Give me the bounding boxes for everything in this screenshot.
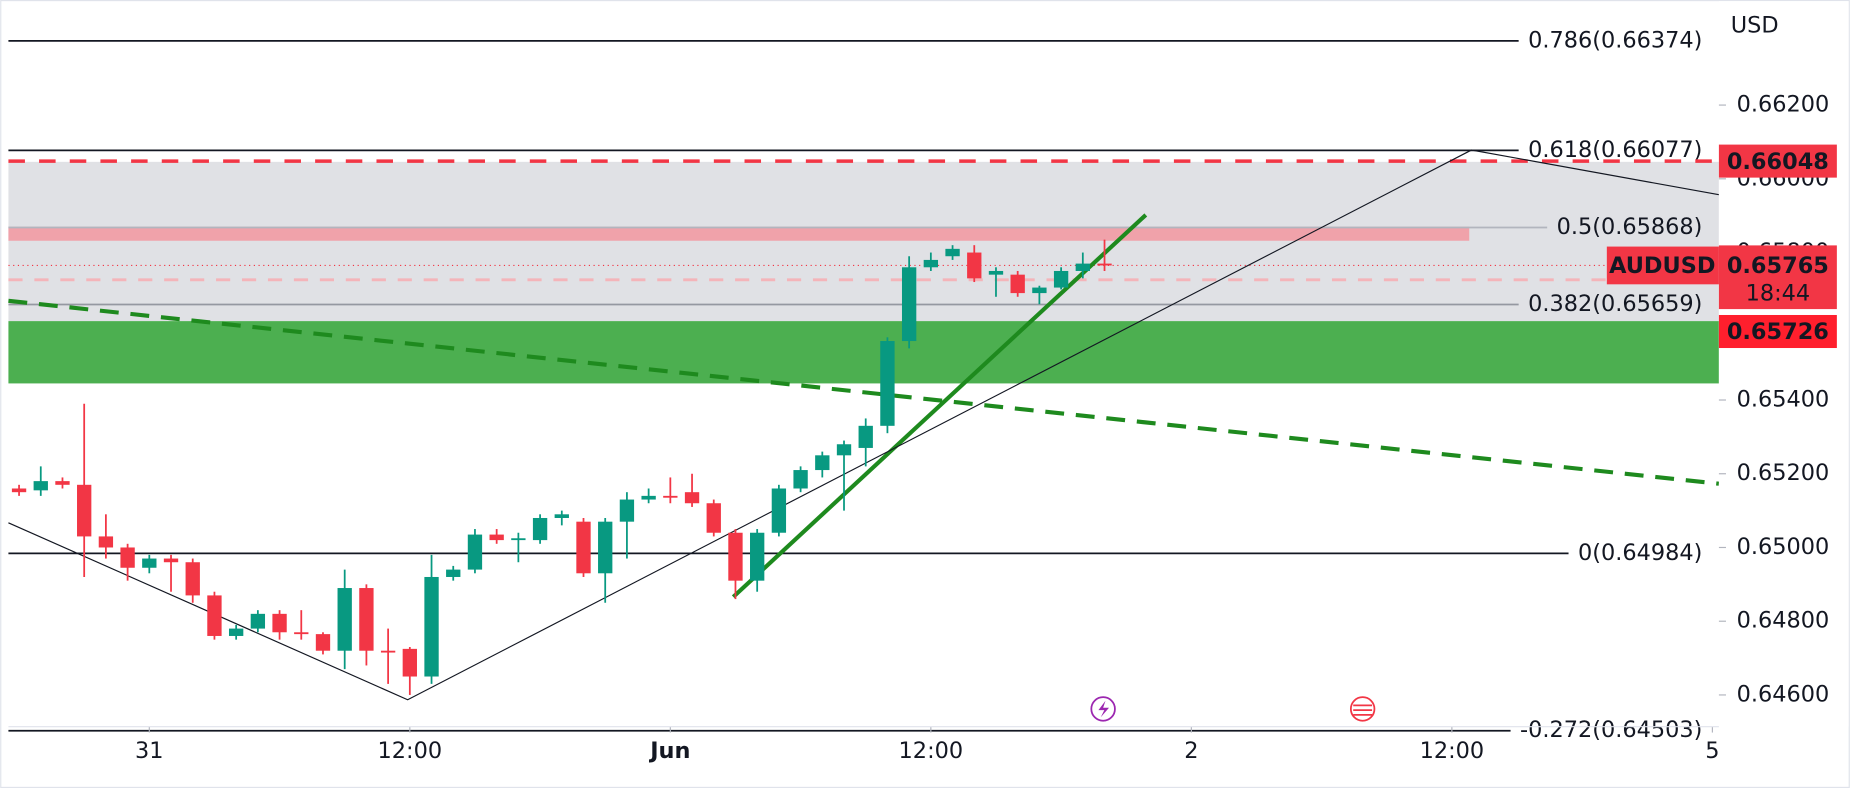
candle-body — [815, 455, 830, 471]
candle-body — [923, 259, 939, 268]
candle-body — [1053, 270, 1069, 288]
fib-label: 0.618(0.66077) — [1528, 137, 1702, 163]
candle-body — [706, 503, 721, 533]
candle-body — [771, 488, 787, 533]
countdown-label: 18:44 — [1746, 280, 1811, 306]
x-tick-label: 31 — [135, 738, 164, 764]
last-price-label: 0.65765 — [1727, 253, 1829, 279]
candle-body — [467, 534, 483, 570]
candle-body — [185, 562, 200, 596]
fib-label: -0.272(0.64503) — [1520, 717, 1702, 743]
candle-body — [684, 492, 700, 504]
candle-body — [380, 650, 396, 653]
y-tick-label: 0.65400 — [1737, 387, 1830, 413]
candle-body — [315, 634, 331, 651]
candle-body — [33, 481, 48, 491]
zone — [8, 321, 1719, 384]
candle-body — [1010, 274, 1025, 294]
zone — [8, 226, 1470, 241]
flag-stripes — [1353, 704, 1373, 716]
y-tick-label: 0.64600 — [1737, 681, 1830, 707]
candle-body — [98, 536, 114, 548]
candle-body — [511, 538, 526, 541]
last-price-bg — [1718, 245, 1837, 310]
event-icon-flag[interactable] — [1349, 696, 1376, 722]
candle-body — [576, 521, 591, 574]
price-label: 0.66048 — [1727, 149, 1829, 175]
fib-label: 0(0.64984) — [1578, 540, 1702, 566]
candle-body — [55, 481, 70, 485]
x-tick-label: 12:00 — [1420, 738, 1485, 764]
price-label-bg — [1718, 314, 1837, 349]
candle-body — [793, 470, 808, 489]
candle-body — [858, 425, 873, 448]
candle-body — [207, 595, 222, 636]
x-tick-label: Jun — [648, 738, 690, 764]
candle-body — [945, 248, 960, 257]
y-tick-label: 0.65000 — [1737, 534, 1830, 560]
fib-label: 0.786(0.66374) — [1528, 27, 1702, 53]
candle-body — [142, 558, 157, 568]
event-icon-bolt — [1098, 700, 1110, 718]
trendline — [731, 213, 1148, 599]
symbol-label: AUDUSD — [1609, 253, 1715, 279]
candle-body — [163, 558, 179, 563]
candle-body — [446, 569, 461, 577]
y-tick-label: 0.66200 — [1737, 92, 1830, 118]
x-tick-label: 12:00 — [899, 738, 964, 764]
fib-label: 0.5(0.65868) — [1557, 214, 1703, 240]
price-label-bg — [1718, 144, 1837, 178]
candle-body — [1032, 287, 1047, 294]
zone — [8, 161, 1719, 322]
candle-body — [598, 521, 613, 574]
candle-body — [402, 648, 417, 677]
y-tick-label: 0.65200 — [1737, 460, 1830, 486]
price-axis-bg — [1718, 1, 1849, 727]
candle-body — [554, 514, 569, 518]
candle-body — [641, 495, 656, 500]
trendline — [8, 298, 1720, 486]
candle-body — [120, 547, 135, 568]
candle-body — [836, 444, 852, 456]
candle-body — [663, 495, 678, 498]
x-tick-label: 12:00 — [378, 738, 443, 764]
x-tick-label: 2 — [1184, 738, 1198, 764]
candle-body — [1097, 263, 1112, 266]
candle-body — [272, 613, 287, 633]
candle-body — [988, 270, 1004, 275]
candle-body — [532, 517, 548, 541]
candle-body — [359, 588, 374, 651]
candle-body — [424, 576, 439, 677]
candle-body — [250, 613, 266, 629]
y-tick-label: 0.64800 — [1737, 608, 1830, 634]
candle-body — [1075, 263, 1090, 271]
candle-body — [750, 532, 765, 581]
symbol-label-bg — [1606, 246, 1719, 285]
candle-body — [728, 532, 743, 581]
candle-body — [294, 632, 309, 635]
candle-body — [77, 484, 92, 537]
candle-body — [11, 488, 27, 493]
candle-body — [901, 267, 917, 342]
currency-label: USD — [1731, 12, 1779, 38]
candle-body — [967, 252, 982, 279]
candle-body — [337, 588, 352, 651]
fib-label: 0.382(0.65659) — [1528, 291, 1702, 317]
candle-body — [228, 628, 244, 636]
candle-body — [489, 534, 504, 541]
candle-body — [619, 499, 635, 522]
x-tick-label: 5 — [1705, 738, 1719, 764]
price-label: 0.65726 — [1727, 319, 1829, 345]
candle-body — [880, 341, 895, 426]
